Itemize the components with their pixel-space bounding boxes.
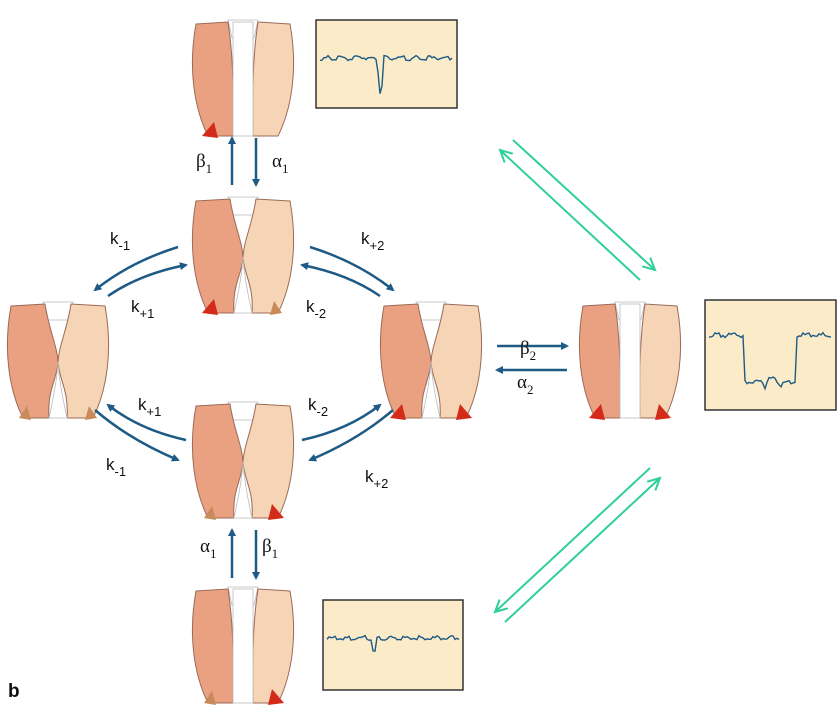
channel: [380, 302, 481, 420]
transition-arrow: [500, 150, 640, 280]
channel-body: [192, 587, 293, 703]
rate-subscript: 1: [206, 161, 213, 176]
trace-box: [323, 600, 463, 690]
rate-subscript: 1: [210, 546, 217, 561]
rate-symbol: α: [200, 536, 210, 557]
channel: [192, 20, 293, 138]
rate-symbol: β: [196, 151, 206, 172]
channel-body: [7, 302, 108, 418]
rate-label: β2: [520, 338, 536, 363]
trace-box: [316, 20, 457, 108]
rate-label: α2: [517, 372, 533, 397]
transition-arrow: [513, 140, 655, 270]
rate-label: α1: [272, 151, 288, 176]
rate-subscript: +2: [370, 238, 385, 253]
transition-arrow: [495, 468, 650, 612]
diagram: β1α1k-1k+1k+2k-2k+1k-1k-2k+2β2α2α1β1b: [0, 0, 838, 707]
rate-subscript: 1: [282, 161, 289, 176]
rate-label: k+2: [361, 229, 384, 253]
rate-symbol: α: [272, 151, 282, 172]
rate-subscript: -2: [317, 404, 329, 419]
rate-symbol: β: [262, 536, 272, 557]
rate-subscript: -2: [315, 306, 327, 321]
rate-label: β1: [196, 151, 212, 176]
panel-label: b: [8, 681, 20, 702]
rate-arrow: [95, 247, 178, 290]
channel-body: [192, 197, 293, 313]
rate-symbol: β: [520, 338, 530, 359]
rate-label: k-1: [106, 455, 126, 479]
channel-body: [380, 302, 481, 418]
channel: [192, 587, 293, 705]
channel-body: [579, 302, 680, 418]
rate-subscript: 1: [272, 546, 279, 561]
rate-arrow: [302, 265, 380, 296]
rate-label: α1: [200, 536, 216, 561]
channel: [579, 302, 680, 420]
channel: [192, 197, 293, 315]
rate-subscript: -1: [115, 464, 127, 479]
rate-arrow: [310, 247, 393, 290]
rate-subscript: +1: [147, 404, 162, 419]
rate-label: k+1: [131, 297, 154, 321]
rate-subscript: +2: [374, 476, 389, 491]
rate-subscript: 2: [527, 382, 534, 397]
rate-label: β1: [262, 536, 278, 561]
rate-symbol: α: [517, 372, 527, 393]
trace-box: [705, 300, 836, 410]
channel-body: [192, 20, 293, 136]
rate-subscript: 2: [530, 348, 537, 363]
transition-arrow: [505, 478, 660, 622]
rate-label: k+1: [138, 395, 161, 419]
channel: [192, 402, 293, 520]
channel: [7, 302, 108, 420]
rate-label: k-1: [110, 229, 130, 253]
rate-label: k-2: [306, 297, 326, 321]
rate-label: k-2: [308, 395, 328, 419]
channel-body: [192, 402, 293, 518]
rate-label: k+2: [365, 467, 388, 491]
rate-arrow: [108, 265, 186, 296]
rate-subscript: -1: [119, 238, 131, 253]
rate-subscript: +1: [140, 306, 155, 321]
